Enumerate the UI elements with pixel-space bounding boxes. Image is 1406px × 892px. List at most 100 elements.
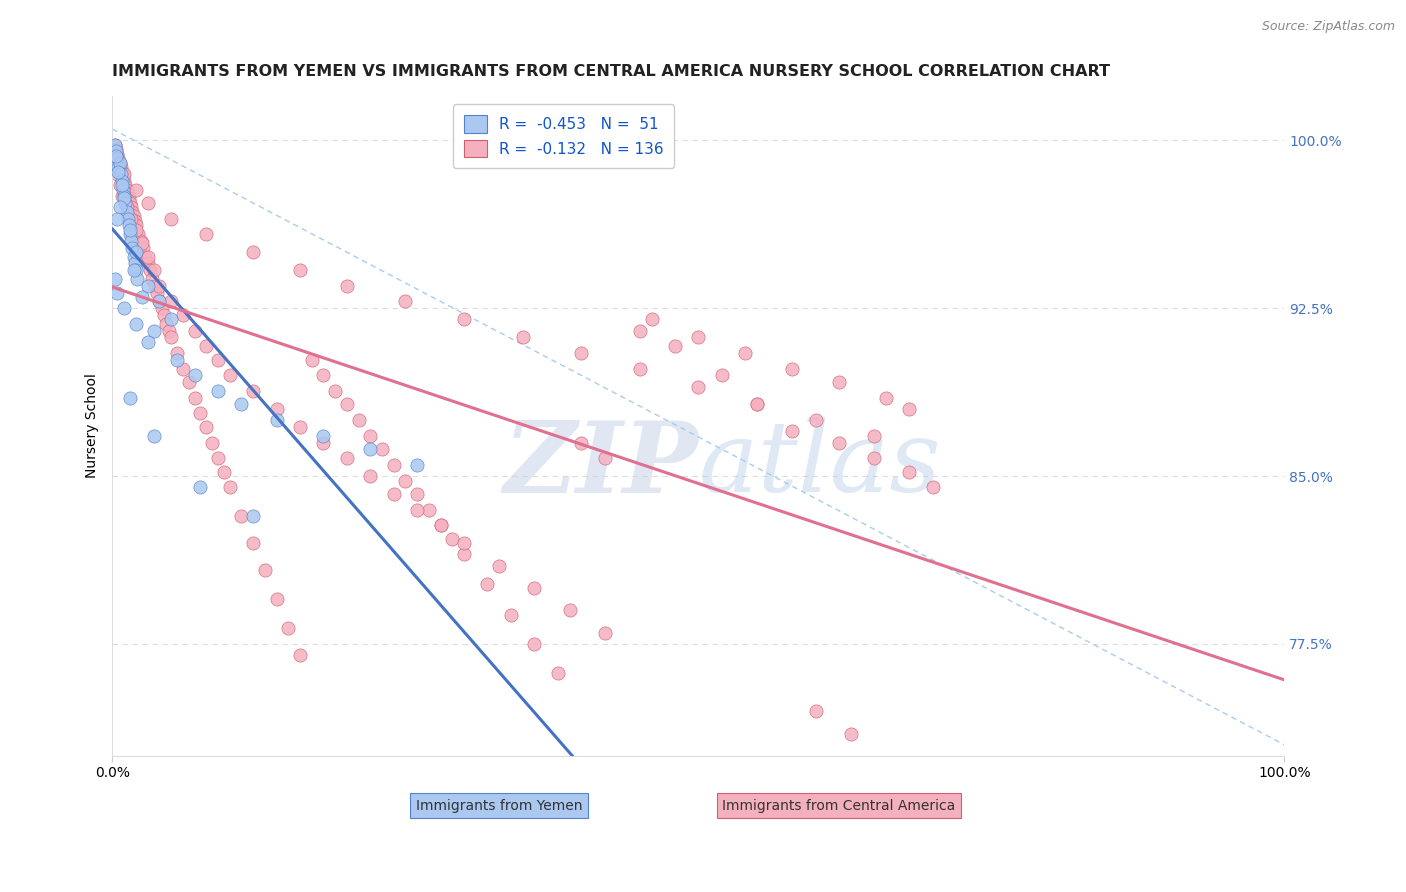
Point (122, 263, 145, 277)
Point (745, 397, 768, 411)
Point (266, 413, 288, 427)
Point (183, 368, 205, 383)
Point (745, 397, 768, 411)
Point (266, 401, 288, 416)
Point (108, 178, 131, 192)
Point (523, 581, 546, 595)
Point (129, 234, 152, 248)
Point (780, 425, 803, 439)
Point (382, 487, 405, 501)
Point (107, 164, 129, 178)
Point (111, 173, 134, 187)
Point (160, 294, 183, 309)
Point (105, 145, 128, 159)
Point (105, 285, 128, 300)
Point (394, 294, 416, 309)
Point (406, 458, 429, 472)
Point (347, 413, 370, 427)
Point (136, 256, 159, 270)
Point (157, 324, 180, 338)
Point (148, 278, 170, 293)
Point (477, 576, 499, 591)
Point (114, 196, 136, 211)
Legend: R =  -0.453   N =  51, R =  -0.132   N = 136: R = -0.453 N = 51, R = -0.132 N = 136 (453, 104, 675, 168)
Point (150, 301, 173, 315)
Point (207, 352, 229, 367)
Text: Immigrants from Yemen: Immigrants from Yemen (416, 799, 582, 813)
Point (839, 726, 862, 740)
Point (804, 413, 827, 427)
Point (183, 324, 205, 338)
Point (146, 285, 169, 300)
Point (242, 384, 264, 398)
Point (114, 178, 136, 192)
Point (371, 442, 394, 457)
Point (593, 625, 616, 640)
Point (112, 301, 135, 315)
Point (111, 178, 134, 192)
Point (105, 211, 128, 226)
Point (218, 368, 240, 383)
Point (288, 420, 311, 434)
Point (143, 278, 166, 293)
Point (120, 234, 142, 248)
Point (139, 263, 162, 277)
Point (136, 278, 159, 293)
Point (120, 211, 142, 226)
Point (710, 368, 733, 383)
Point (569, 346, 592, 360)
Point (190, 480, 212, 494)
Point (558, 603, 581, 617)
Point (112, 182, 135, 196)
Point (118, 219, 141, 233)
Point (112, 173, 135, 187)
Point (336, 451, 359, 466)
Point (124, 256, 146, 270)
Point (593, 451, 616, 466)
Point (117, 211, 139, 226)
Point (195, 227, 218, 242)
Point (429, 518, 451, 533)
Point (136, 334, 159, 349)
Point (218, 480, 240, 494)
Point (207, 384, 229, 398)
Text: IMMIGRANTS FROM YEMEN VS IMMIGRANTS FROM CENTRAL AMERICA NURSERY SCHOOL CORRELAT: IMMIGRANTS FROM YEMEN VS IMMIGRANTS FROM… (112, 64, 1111, 79)
Point (277, 621, 299, 635)
Point (160, 211, 183, 226)
Point (394, 474, 416, 488)
Point (105, 142, 128, 156)
Point (640, 312, 662, 326)
Point (183, 391, 205, 405)
Point (301, 352, 323, 367)
Point (155, 317, 177, 331)
Point (172, 361, 194, 376)
Point (166, 346, 188, 360)
Point (382, 458, 405, 472)
Point (121, 241, 143, 255)
Point (108, 201, 131, 215)
Point (359, 469, 381, 483)
Point (453, 536, 475, 550)
Point (453, 312, 475, 326)
Point (107, 151, 129, 165)
Point (153, 308, 176, 322)
Point (104, 137, 127, 152)
Point (105, 167, 128, 181)
Point (125, 219, 148, 233)
Point (125, 317, 148, 331)
Point (288, 648, 311, 663)
Point (124, 214, 146, 228)
Point (429, 518, 451, 533)
Point (242, 536, 264, 550)
Point (104, 137, 127, 152)
Point (406, 487, 429, 501)
Point (160, 312, 183, 326)
Point (336, 397, 359, 411)
Point (108, 155, 131, 169)
Point (863, 429, 886, 443)
Point (190, 406, 212, 420)
Point (122, 250, 145, 264)
Point (323, 384, 346, 398)
Point (127, 227, 149, 242)
Point (120, 196, 142, 211)
